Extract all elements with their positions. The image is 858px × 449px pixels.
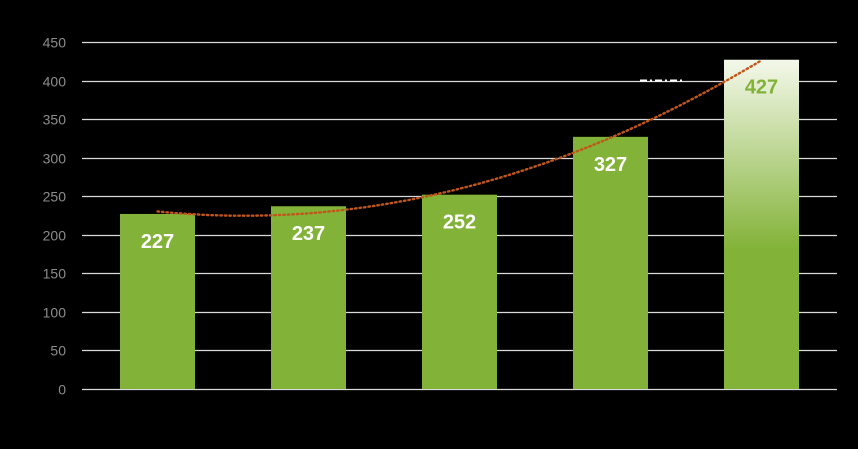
data-label-3: 327 (594, 154, 627, 176)
bars (120, 59, 799, 389)
bar-0 (120, 213, 195, 389)
bar-4 (724, 59, 799, 389)
y-tick-label-450: 450 (43, 35, 67, 51)
y-tick-label-100: 100 (43, 305, 67, 321)
data-label-0: 227 (141, 231, 174, 253)
trendline-layer (156, 59, 763, 217)
data-label-1: 237 (292, 223, 325, 245)
data-labels: 227 237 252 327 427 (141, 77, 778, 253)
y-tick-label-200: 200 (43, 228, 67, 244)
y-tick-label-150: 150 (43, 266, 67, 282)
bar-3 (573, 136, 648, 389)
y-tick-label-0: 0 (58, 382, 66, 398)
y-tick-label-300: 300 (43, 151, 67, 167)
data-label-4: 427 (745, 77, 778, 99)
y-tick-label-400: 400 (43, 74, 67, 90)
bar-1 (271, 206, 346, 389)
data-label-2: 252 (443, 212, 476, 234)
y-axis-tick-labels: 0 50 100 150 200 250 300 350 400 450 (43, 35, 67, 398)
trendline (156, 59, 763, 217)
y-tick-label-250: 250 (43, 189, 67, 205)
y-tick-label-50: 50 (50, 343, 66, 359)
y-tick-label-350: 350 (43, 112, 67, 128)
bar-2 (422, 194, 497, 389)
